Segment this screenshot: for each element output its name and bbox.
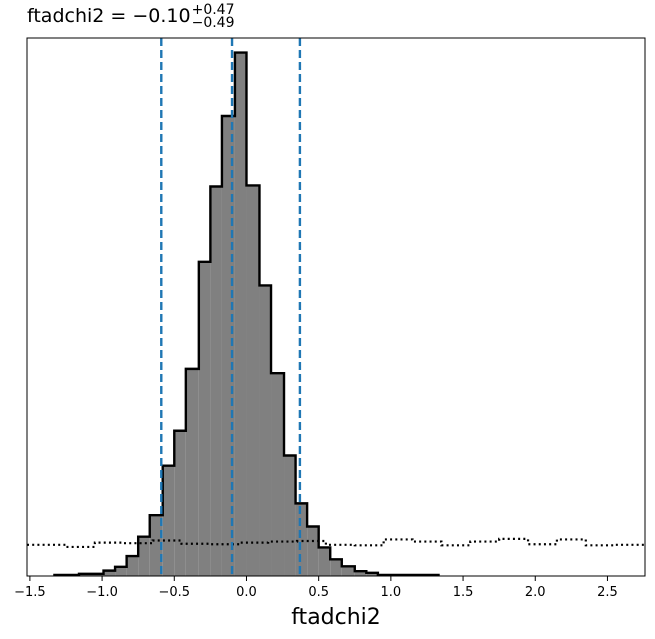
posterior-bar-2 xyxy=(103,570,116,576)
x-tick-label: −1.0 xyxy=(86,585,118,600)
posterior-bar-16 xyxy=(271,373,285,576)
posterior-bar-19 xyxy=(307,526,319,576)
posterior-bar-18 xyxy=(295,503,308,576)
x-axis-label: ftadchi2 xyxy=(291,605,381,630)
posterior-bar-21 xyxy=(330,559,342,576)
posterior-bar-4 xyxy=(126,556,139,576)
posterior-histogram xyxy=(53,51,440,577)
x-tick-label: −1.5 xyxy=(14,585,46,600)
posterior-bar-23 xyxy=(354,571,367,576)
prior-line xyxy=(27,537,645,549)
posterior-outline xyxy=(53,51,440,577)
posterior-bar-5 xyxy=(138,536,150,576)
posterior-bar-20 xyxy=(318,547,331,576)
quantile-lines xyxy=(160,38,302,576)
posterior-bar-13 xyxy=(234,52,247,576)
posterior-bar-3 xyxy=(115,566,127,576)
x-tick-label: 1.0 xyxy=(381,585,402,600)
title-main: ftadchi2 = −0.10 xyxy=(27,5,191,27)
posterior-bar-14 xyxy=(246,185,260,577)
prior-histogram xyxy=(27,537,645,549)
posterior-bar-10 xyxy=(198,261,211,576)
posterior-bar-22 xyxy=(341,566,355,576)
x-tick-label: 2.0 xyxy=(525,585,546,600)
x-tick-label: 0.5 xyxy=(308,585,329,600)
chart-title: ftadchi2 = −0.10 +0.47−0.49 xyxy=(27,2,235,31)
posterior-bar-15 xyxy=(259,285,272,576)
plot-frame xyxy=(26,37,646,577)
x-axis: −1.5 −1.0 −0.5 0.0 0.5 1.0 1.5 2.0 2.5 xyxy=(14,576,618,600)
posterior-bar-7 xyxy=(162,465,175,576)
title-lower-error: −0.49 xyxy=(192,15,235,31)
posterior-bar-17 xyxy=(284,455,296,576)
posterior-bar-24 xyxy=(366,572,378,576)
x-tick-label: −0.5 xyxy=(158,585,190,600)
posterior-bar-9 xyxy=(185,368,199,576)
x-tick-label: 2.5 xyxy=(597,585,618,600)
posterior-bar-11 xyxy=(210,186,222,576)
posterior-bar-8 xyxy=(174,430,186,576)
x-tick-label: 1.5 xyxy=(453,585,474,600)
title-upper-error: +0.47 xyxy=(192,2,235,18)
x-tick-label: 0.0 xyxy=(236,585,257,600)
posterior-bar-6 xyxy=(149,515,163,576)
